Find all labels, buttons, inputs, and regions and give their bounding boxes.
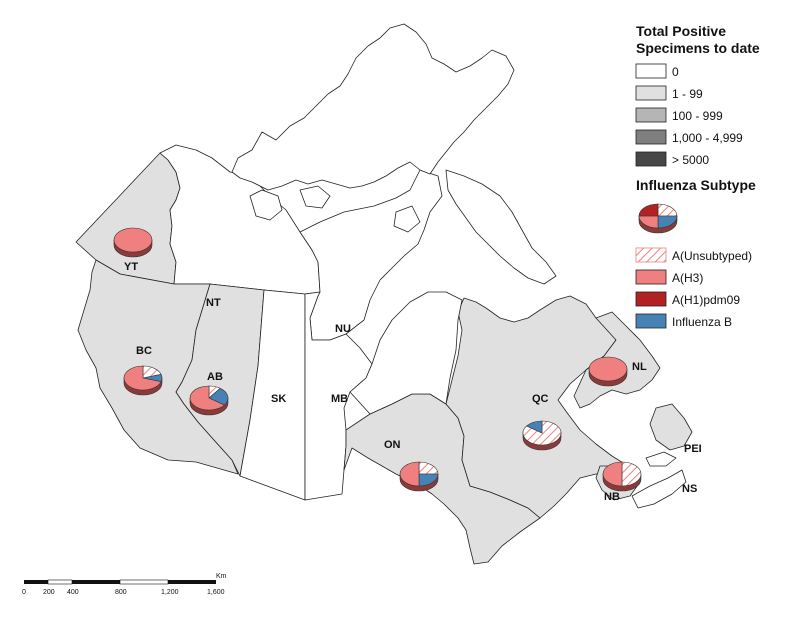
legend-swatch-unsubtyped xyxy=(635,247,667,263)
pie-bc-slice-h3 xyxy=(123,365,162,391)
pie-legend-sample-slice-b xyxy=(657,215,678,229)
pie-qc[interactable] xyxy=(522,420,562,451)
label-nt: NT xyxy=(206,297,221,309)
pie-legend-sample-slice-unsubtyped xyxy=(657,203,678,217)
scale-segment-1 xyxy=(24,580,48,584)
label-pei: PEI xyxy=(684,443,702,455)
legend-swatch-0 xyxy=(635,63,667,79)
legend-label-0: 0 xyxy=(672,65,679,79)
legend-swatch-2 xyxy=(635,107,667,123)
label-sk: SK xyxy=(271,393,286,405)
legend-subtypes: A(Unsubtyped) A(H3) A(H1)pdm09 Influenza… xyxy=(635,247,752,329)
scale-bar: Km 0 200 400 800 1,200 1,600 xyxy=(22,573,227,596)
legend-label-1: 1 - 99 xyxy=(672,87,703,101)
province-labels: YT NT NU BC AB SK MB ON QC NL NB NS PEI xyxy=(124,261,702,503)
scale-segment-2 xyxy=(47,579,73,585)
legend-subtype-title: Influenza Subtype xyxy=(636,177,756,193)
hudson-bay xyxy=(349,291,463,415)
legend-swatch-3 xyxy=(635,129,667,145)
pie-nb[interactable] xyxy=(602,461,642,492)
legend-swatch-h1 xyxy=(635,291,667,307)
pie-on-slice-h3 xyxy=(399,461,420,487)
pie-nb-slice-unsubtyped xyxy=(621,461,642,487)
legend-swatch-h3 xyxy=(635,269,667,285)
legend-classes: 0 1 - 99 100 - 999 1,000 - 4,999 > 5000 xyxy=(635,63,743,167)
subtype-pies xyxy=(113,227,642,492)
province-qc[interactable] xyxy=(445,295,629,519)
scale-tick-5: 1,600 xyxy=(207,589,225,596)
pie-nl[interactable] xyxy=(588,356,628,387)
label-nb: NB xyxy=(604,491,620,503)
arctic-island-small-3 xyxy=(393,205,421,233)
legend-label-unsubtyped: A(Unsubtyped) xyxy=(672,249,752,263)
scale-tick-0: 0 xyxy=(22,589,26,596)
arctic-island-east xyxy=(445,169,557,285)
legend-title-line1: Total Positive xyxy=(636,23,726,39)
scale-tick-4: 1,200 xyxy=(161,589,179,596)
pie-legend-sample-slice-h3 xyxy=(638,215,659,229)
canada-map xyxy=(75,23,693,565)
province-pei[interactable] xyxy=(645,451,677,467)
label-mb: MB xyxy=(331,393,348,405)
pie-on-slice-unsubtyped xyxy=(418,461,439,475)
legend-title-line2: Specimens to date xyxy=(636,40,760,56)
arctic-islands xyxy=(231,23,515,191)
label-qc: QC xyxy=(532,393,549,405)
legend-label-h3: A(H3) xyxy=(672,271,703,285)
scale-tick-3: 800 xyxy=(115,589,127,596)
legend-sample-pie xyxy=(638,203,678,234)
scale-segment-5 xyxy=(168,580,216,584)
pie-ab-slice-h3 xyxy=(189,385,225,411)
scale-tick-1: 200 xyxy=(43,589,55,596)
label-on: ON xyxy=(384,439,401,451)
province-ns[interactable] xyxy=(631,469,687,509)
label-ns: NS xyxy=(682,483,697,495)
scale-segment-4 xyxy=(119,579,169,585)
pie-yt-slice-h3 xyxy=(113,227,153,253)
pie-nb-slice-h3 xyxy=(602,461,623,487)
label-nu: NU xyxy=(335,323,351,335)
legend-swatch-1 xyxy=(635,85,667,101)
legend-label-h1: A(H1)pdm09 xyxy=(672,293,740,307)
pie-yt[interactable] xyxy=(113,227,153,258)
legend-label-3: 1,000 - 4,999 xyxy=(672,131,743,145)
pie-on[interactable] xyxy=(399,461,439,492)
scale-unit: Km xyxy=(216,573,227,580)
legend-label-2: 100 - 999 xyxy=(672,109,723,123)
scale-segment-3 xyxy=(72,580,120,584)
arctic-island-small-1 xyxy=(249,189,283,221)
label-yt: YT xyxy=(124,261,138,273)
pie-nl-slice-h3 xyxy=(588,356,628,382)
label-bc: BC xyxy=(136,345,152,357)
pie-legend-sample[interactable] xyxy=(638,203,678,234)
pie-ab-slice-b xyxy=(208,387,229,406)
legend-label-b: Influenza B xyxy=(672,315,732,329)
pie-qc-slice-b xyxy=(526,420,543,434)
pie-ab[interactable] xyxy=(189,385,229,416)
label-nl: NL xyxy=(632,361,647,373)
pie-on-slice-b xyxy=(418,473,439,487)
pie-legend-sample-slice-h1 xyxy=(638,203,659,217)
legend-swatch-4 xyxy=(635,151,667,167)
label-ab: AB xyxy=(207,371,223,383)
pie-bc[interactable] xyxy=(123,365,163,396)
legend: Total Positive Specimens to date 0 1 - 9… xyxy=(635,23,760,329)
arctic-island-small-2 xyxy=(299,185,331,209)
legend-swatch-b xyxy=(635,313,667,329)
scale-tick-2: 400 xyxy=(67,589,79,596)
province-nl-island xyxy=(649,403,693,451)
legend-label-4: > 5000 xyxy=(672,153,709,167)
